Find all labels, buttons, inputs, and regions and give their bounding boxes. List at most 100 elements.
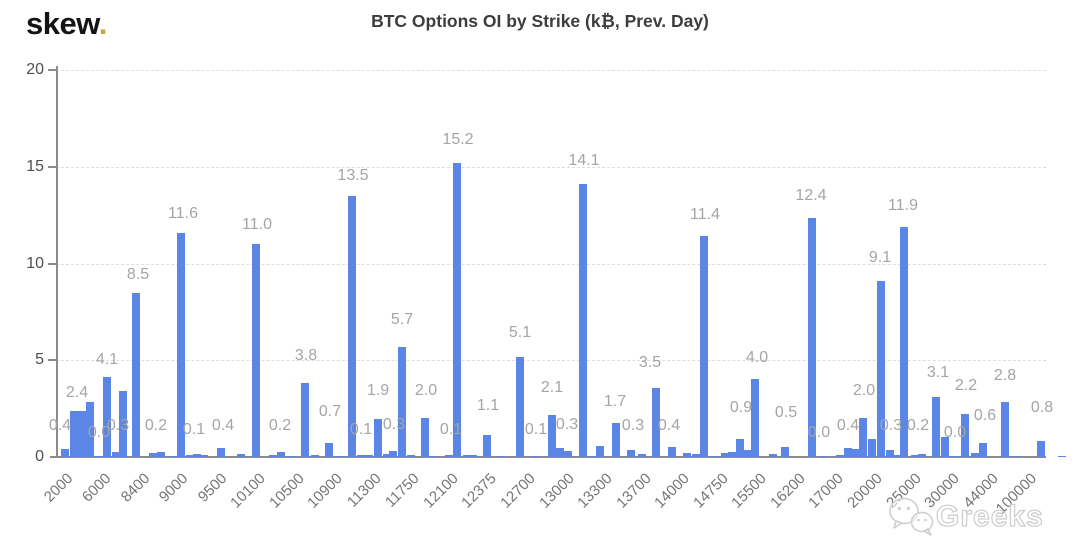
y-axis-tick	[48, 262, 56, 265]
bar	[193, 454, 201, 457]
bar	[200, 455, 208, 457]
bar-value-label: 0.6	[973, 407, 997, 424]
bar	[407, 454, 415, 457]
bar-value-label: 0.3	[621, 417, 645, 434]
bar	[579, 184, 587, 457]
bar-value-label: 0.9	[729, 399, 753, 416]
x-tick-label: 17000	[805, 470, 848, 512]
y-axis-tick	[48, 165, 56, 168]
bar	[950, 456, 958, 457]
bar-value-label: 9.1	[868, 249, 892, 266]
bar	[103, 376, 111, 457]
bar	[979, 443, 987, 457]
bar	[710, 456, 718, 457]
bar	[531, 455, 539, 457]
bar-value-label: 11.9	[888, 197, 918, 214]
bar	[398, 346, 406, 457]
bar	[819, 456, 827, 457]
bar	[596, 446, 604, 457]
bar-value-label: 2.8	[993, 367, 1017, 384]
logo-dot: .	[98, 6, 108, 41]
bar	[589, 455, 597, 457]
bar-value-label: 0.4	[211, 417, 235, 434]
bar	[237, 454, 245, 457]
x-tick-label: 11300	[343, 470, 385, 511]
bar	[1001, 401, 1009, 457]
wechat-chat-bubbles-icon	[889, 497, 934, 536]
x-tick-label: 13000	[535, 470, 578, 512]
bar-value-label: 2.0	[414, 382, 438, 399]
bar	[389, 451, 397, 457]
bar-value-label: 5.7	[390, 311, 414, 328]
bar	[132, 292, 140, 457]
bar	[683, 453, 691, 457]
bar	[217, 448, 225, 457]
bar	[421, 418, 429, 457]
bar-value-label: 1.1	[476, 397, 500, 414]
bar	[383, 454, 391, 457]
bar	[336, 455, 344, 457]
bar	[728, 452, 736, 457]
x-tick-label: 8400	[117, 470, 154, 506]
bar-value-label: 0.4	[836, 417, 860, 434]
bar	[78, 410, 86, 457]
bar	[119, 391, 127, 457]
y-tick-label: 20	[26, 61, 44, 78]
bar	[157, 452, 165, 457]
bar	[445, 455, 453, 457]
bar-value-label: 2.4	[65, 384, 89, 401]
bar-value-label: 0.3	[382, 416, 406, 433]
y-axis-line	[56, 66, 58, 458]
bar-value-label: 3.5	[638, 354, 662, 371]
bar-value-label: 4.0	[745, 349, 769, 366]
bar	[886, 450, 894, 457]
skew-logo: skew.	[26, 6, 107, 42]
bar	[112, 451, 120, 457]
bar	[269, 455, 277, 457]
bar	[961, 414, 969, 457]
bar	[900, 226, 908, 457]
bar-value-label: 13.5	[337, 167, 369, 184]
x-tick-label: 15500	[728, 470, 771, 512]
bar	[751, 378, 759, 457]
watermark-text: Greeks	[935, 499, 1044, 533]
x-tick-label: 12375	[458, 470, 501, 512]
bar	[971, 453, 979, 457]
bar-value-label: 2.1	[540, 379, 564, 396]
x-tick-label: 9000	[156, 470, 192, 506]
bar	[169, 455, 177, 457]
bar-value-label: 0.2	[144, 417, 168, 434]
bar-value-label: 3.1	[926, 364, 950, 381]
bar	[186, 454, 194, 457]
x-tick-label: 2000	[40, 470, 77, 506]
watermark: Greeks	[884, 494, 1044, 540]
x-tick-label: 13300	[574, 470, 616, 512]
x-tick-label: 9500	[194, 470, 231, 506]
bar	[781, 447, 789, 457]
bar	[177, 232, 185, 457]
y-tick-label: 15	[26, 157, 44, 175]
x-tick-label: 10500	[265, 470, 308, 512]
bar	[852, 449, 860, 457]
bar	[149, 453, 157, 457]
bar	[911, 455, 919, 457]
bar	[548, 415, 556, 457]
bar	[301, 383, 309, 457]
bar-value-label: 11.0	[242, 216, 272, 233]
x-tick-label: 11750	[382, 470, 424, 511]
bar	[932, 397, 940, 457]
bar	[844, 448, 852, 457]
bar	[311, 455, 319, 457]
x-tick-label: 10100	[227, 470, 269, 512]
bar-value-label: 0.4	[48, 417, 72, 434]
bar	[859, 418, 867, 457]
bar	[744, 450, 752, 457]
bar-value-label: 0.5	[774, 404, 798, 421]
bar-value-label: 0.3	[106, 417, 130, 434]
y-tick-label: 0	[35, 448, 44, 465]
bar	[374, 419, 382, 457]
y-axis-tick	[48, 359, 56, 362]
bar-value-label: 2.2	[954, 377, 978, 394]
bar-value-label: 11.6	[168, 205, 198, 222]
bar-value-label: 2.0	[852, 382, 876, 399]
